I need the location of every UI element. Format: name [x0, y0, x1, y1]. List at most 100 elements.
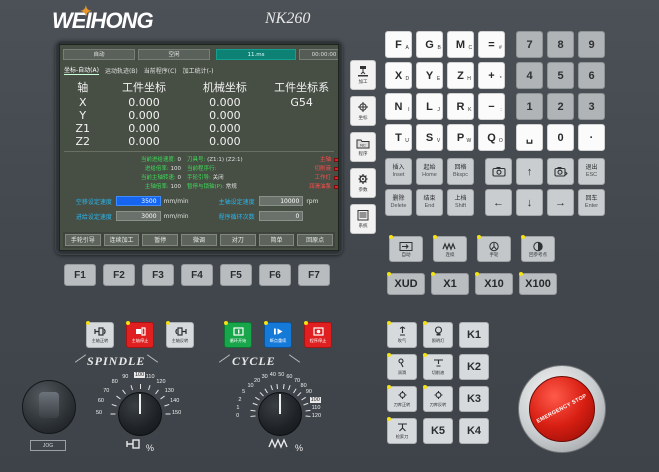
- spindle-reverse-button[interactable]: 主轴反转: [166, 321, 194, 348]
- feed-speed-input[interactable]: 3000: [115, 211, 161, 221]
- cycle-start-button[interactable]: 循环开始: [224, 321, 252, 348]
- fkey-f2[interactable]: F2: [103, 264, 135, 286]
- spindle-speed-input[interactable]: 10000: [258, 196, 304, 206]
- key-6-jog-right[interactable]: 6: [578, 62, 605, 89]
- jog-key-switch[interactable]: JOG: [22, 380, 76, 451]
- tool-magazine-forward-button[interactable]: 刀库正转: [387, 385, 417, 412]
- tool-search-button[interactable]: 检索刀: [387, 417, 417, 444]
- key-arrow-right[interactable]: →: [547, 189, 574, 216]
- key-decimal[interactable]: ·: [578, 124, 605, 151]
- key-arrow-up[interactable]: ↑: [516, 158, 543, 185]
- spindle-override-dial[interactable]: 50 60 70 80 90 100 110 120 130 140 150: [92, 368, 188, 460]
- sidebar-item-system[interactable]: 系统: [350, 204, 376, 234]
- k5-button[interactable]: K5: [423, 418, 453, 444]
- step-key-x10[interactable]: X10: [475, 272, 513, 295]
- key-backspace[interactable]: 回格 Bkspc: [447, 158, 474, 185]
- sidebar-item-machining[interactable]: 加工: [350, 60, 376, 90]
- k1-button[interactable]: K1: [459, 322, 489, 348]
- softkey-f4[interactable]: 微调: [181, 234, 217, 246]
- work-light-button[interactable]: 照明灯: [423, 321, 453, 348]
- key-delete[interactable]: 删除 Delete: [385, 189, 412, 216]
- sidebar-item-settings[interactable]: 参数: [350, 168, 376, 198]
- rapid-speed-input[interactable]: 3500: [115, 196, 161, 206]
- k3-button[interactable]: K3: [459, 386, 489, 412]
- mode-reference-point-button[interactable]: 回参考点: [521, 235, 555, 262]
- fkey-f5[interactable]: F5: [220, 264, 252, 286]
- lubrication-button[interactable]: 润滑: [387, 353, 417, 380]
- air-blow-button[interactable]: 吹气: [387, 321, 417, 348]
- fkey-f3[interactable]: F3: [142, 264, 174, 286]
- tab-coordinates[interactable]: 坐标-自动(A): [64, 67, 99, 75]
- step-key-x100[interactable]: X100: [519, 272, 557, 295]
- k2-button[interactable]: K2: [459, 354, 489, 380]
- sidebar-item-program-file[interactable]: NC 程序: [350, 132, 376, 162]
- breakpoint-resume-button[interactable]: 断点重续: [264, 321, 292, 348]
- softkey-f3[interactable]: 暂停: [142, 234, 179, 246]
- fkey-f4[interactable]: F4: [181, 264, 213, 286]
- key-shift[interactable]: 上档 Shift: [447, 189, 474, 216]
- coolant-button[interactable]: 切削液: [423, 353, 453, 380]
- step-key-x1[interactable]: X1: [431, 272, 469, 295]
- spindle-stop-button[interactable]: 主轴停止: [126, 321, 154, 348]
- key-end[interactable]: 结束 End: [416, 189, 443, 216]
- softkey-f6[interactable]: 简单: [258, 234, 295, 246]
- key-minus[interactable]: −:: [478, 93, 505, 120]
- key-4-jog-left[interactable]: 4: [516, 62, 543, 89]
- sidebar-item-coordinate[interactable]: 坐标: [350, 96, 376, 126]
- softkey-f7[interactable]: 回原点: [297, 234, 334, 246]
- fkey-f6[interactable]: F6: [259, 264, 291, 286]
- key-space[interactable]: ␣: [516, 124, 543, 151]
- lcd-state-button[interactable]: 空闲: [138, 49, 210, 60]
- key-escape[interactable]: 退出 ESC: [578, 158, 605, 185]
- program-stop-button[interactable]: 程序停止: [304, 321, 332, 348]
- loop-count-input[interactable]: 0: [258, 211, 304, 221]
- mode-handwheel-button[interactable]: 手轮: [477, 235, 511, 262]
- step-key-xud[interactable]: XUD: [387, 272, 425, 295]
- key-8-jog-up[interactable]: 8: [547, 31, 574, 58]
- key-enter[interactable]: 回车 Enter: [578, 189, 605, 216]
- mode-continuous-button[interactable]: 连续: [433, 235, 467, 262]
- key-7[interactable]: 7: [516, 31, 543, 58]
- key-arrow-left[interactable]: ←: [485, 189, 512, 216]
- tab-trajectory[interactable]: 运动轨迹(B): [104, 67, 138, 75]
- softkey-f2[interactable]: 连续加工: [103, 234, 140, 246]
- k4-button[interactable]: K4: [459, 418, 489, 444]
- softkey-f1[interactable]: 手轮引导: [65, 234, 101, 246]
- key-2-jog-down[interactable]: 2: [547, 93, 574, 120]
- key-insert[interactable]: 插入 Inset: [385, 158, 412, 185]
- key-arrow-down[interactable]: ↓: [516, 189, 543, 216]
- tab-current-program[interactable]: 当前程序(C): [143, 67, 177, 75]
- estop-cap[interactable]: EMERGENCY STOP: [529, 376, 595, 442]
- key-1-jog-down-left[interactable]: 1: [516, 93, 543, 120]
- key-3[interactable]: 3: [578, 93, 605, 120]
- key-equals[interactable]: = #: [478, 31, 505, 58]
- key-switch-knob[interactable]: [39, 392, 59, 418]
- key-9-jog-up-right[interactable]: 9: [578, 31, 605, 58]
- tool-magazine-reverse-button[interactable]: 刀库反转: [423, 385, 453, 412]
- key-home[interactable]: 起始 Home: [416, 158, 443, 185]
- key-5[interactable]: 5: [547, 62, 574, 89]
- screenshot-save-button[interactable]: [547, 158, 574, 185]
- key-plus[interactable]: + *: [478, 62, 505, 89]
- screenshot-button[interactable]: [485, 158, 512, 185]
- fkey-f7[interactable]: F7: [298, 264, 330, 286]
- feed-override-dial[interactable]: 0 1 2 5 10 20 30 40 50 60 70 80 90 100 110 120: [232, 368, 328, 460]
- emergency-stop-button[interactable]: EMERGENCY STOP: [518, 365, 606, 453]
- lcd-mode-button[interactable]: 自动: [63, 49, 135, 60]
- tab-statistics[interactable]: 加工统计(-): [182, 67, 214, 75]
- key-0[interactable]: 0: [547, 124, 574, 151]
- fkey-f1[interactable]: F1: [64, 264, 96, 286]
